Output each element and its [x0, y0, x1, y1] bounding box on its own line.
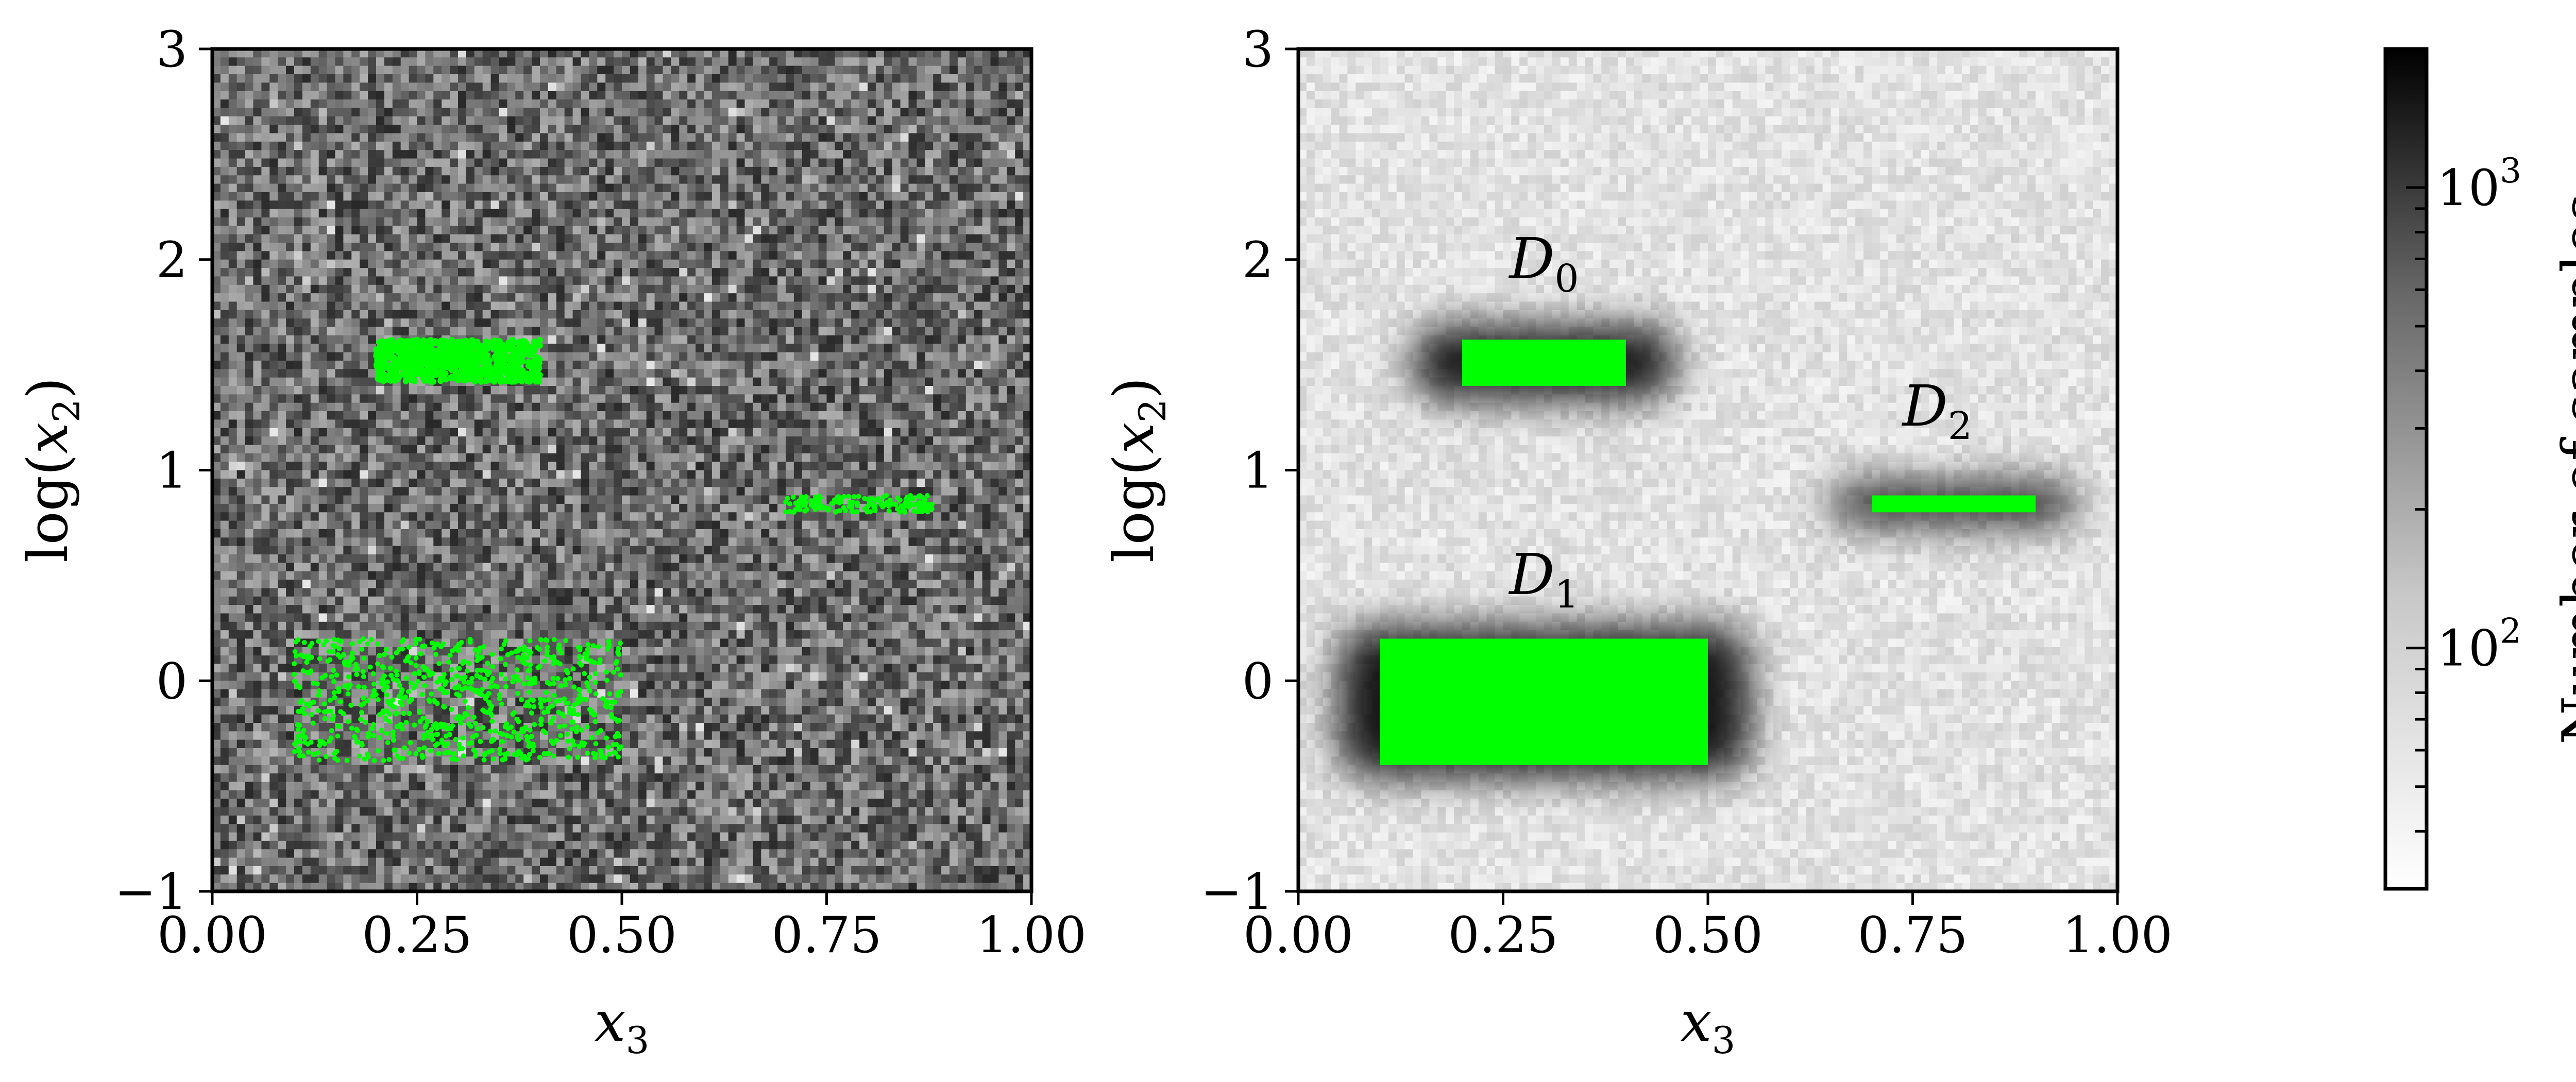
- region-label-1: D1: [1508, 542, 1579, 617]
- left-x-axis-label: x3: [595, 990, 650, 1062]
- colorbar-tick-base: 10: [2437, 159, 2500, 217]
- region-label-sub: 2: [1948, 404, 1972, 448]
- right-ylabel-sub: 2: [1131, 399, 1174, 422]
- colorbar-frame: [2383, 47, 2429, 891]
- right-xlabel-sub: 3: [1712, 1019, 1736, 1062]
- right-ylabel-prefix: log(: [1102, 454, 1166, 563]
- region-box-2: [1872, 495, 2036, 513]
- colorbar-gradient: [2385, 49, 2427, 889]
- right-xtick-label: 0.50: [1653, 906, 1763, 964]
- right-xtick-label: 0.75: [1858, 906, 1968, 964]
- left-ytick-label: 3: [156, 21, 188, 78]
- colorbar-tick-base: 10: [2437, 620, 2500, 678]
- left-ylabel-suffix: ): [16, 377, 80, 399]
- right-y-axis-label: log(x2): [1102, 377, 1174, 563]
- left-xlabel-sub: 3: [626, 1019, 650, 1062]
- right-ytick-label: 3: [1242, 21, 1274, 78]
- right-regions: [1380, 340, 2036, 765]
- left-ylabel-var: x: [16, 422, 80, 454]
- left-green-samples: [292, 336, 935, 764]
- region-label-letter: D: [1508, 226, 1554, 292]
- right-ytick-label: 2: [1242, 231, 1274, 289]
- right-ticks: 0.00 0.25 0.50 0.75 1.00 −1 0 1 2 3: [1200, 21, 2172, 964]
- right-ytick-label: 0: [1242, 652, 1274, 710]
- left-ytick-label: −1: [114, 863, 188, 921]
- left-xtick-label: 0.00: [157, 906, 267, 964]
- left-ytick-label: 0: [156, 652, 188, 710]
- left-ytick-label: 1: [156, 442, 188, 500]
- region-box-1: [1380, 638, 1708, 765]
- colorbar-tick-exp: 2: [2500, 612, 2521, 651]
- right-xtick-label: 1.00: [2062, 906, 2173, 964]
- region-label-sub: 0: [1555, 257, 1579, 301]
- right-xtick-label: 0.25: [1448, 906, 1558, 964]
- right-xlabel-var: x: [1681, 990, 1712, 1054]
- region-label-letter: D: [1508, 542, 1554, 607]
- right-ytick-label: −1: [1200, 863, 1274, 921]
- left-ylabel-sub: 2: [45, 399, 88, 422]
- colorbar-tick-label: 103: [2437, 151, 2521, 217]
- left-ylabel-prefix: log(: [16, 454, 80, 563]
- left-ticks: 0.00 0.25 0.50 0.75 1.00 −1 0 1 2 3: [114, 21, 1086, 964]
- region-label-0: D0: [1508, 226, 1579, 301]
- left-y-axis-label: log(x2): [16, 377, 88, 563]
- right-ylabel-suffix: ): [1102, 377, 1166, 399]
- left-xtick-label: 0.25: [362, 906, 472, 964]
- region-label-letter: D: [1902, 373, 1948, 439]
- left-xtick-label: 1.00: [976, 906, 1087, 964]
- left-ytick-label: 2: [156, 231, 188, 289]
- colorbar-tick-exp: 3: [2500, 151, 2521, 191]
- colorbar-label: Number of samples: [2551, 193, 2576, 745]
- region-label-sub: 1: [1555, 572, 1579, 617]
- left-xlabel-var: x: [595, 990, 626, 1054]
- right-ytick-label: 1: [1242, 442, 1274, 500]
- right-ylabel-var: x: [1102, 422, 1166, 454]
- left-heatmap-cells: [212, 49, 1032, 892]
- region-label-2: D2: [1902, 373, 1972, 448]
- left-xtick-label: 0.75: [772, 906, 882, 964]
- right-x-axis-label: x3: [1681, 990, 1736, 1062]
- region-box-0: [1462, 340, 1626, 386]
- colorbar-tick-label: 102: [2437, 612, 2521, 678]
- left-xtick-label: 0.50: [567, 906, 677, 964]
- right-xtick-label: 0.00: [1243, 906, 1353, 964]
